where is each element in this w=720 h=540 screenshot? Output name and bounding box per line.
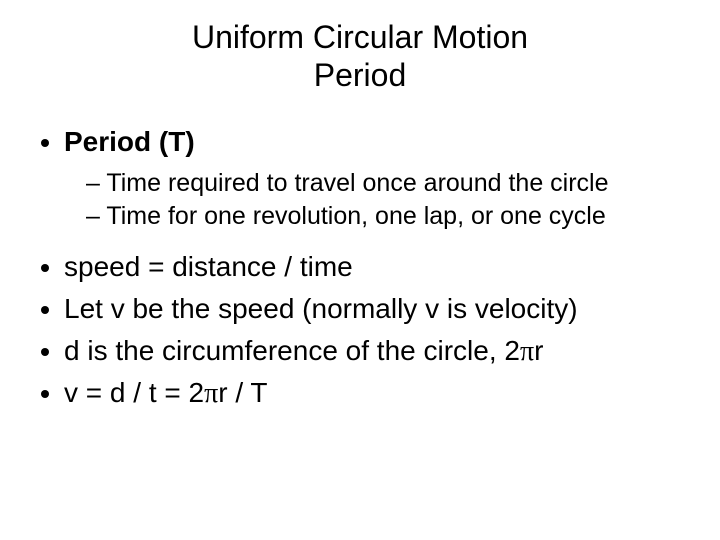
b5-post: r / T: [218, 377, 267, 408]
sub-bullet-def1: Time required to travel once around the …: [86, 167, 682, 201]
pi-symbol: π: [204, 378, 218, 409]
b4-post: r: [534, 335, 543, 366]
bullet-d-circumference: d is the circumference of the circle, 2π…: [64, 332, 682, 371]
b4-pre: d is the circumference of the circle, 2: [64, 335, 520, 366]
sub-bullet-def2: Time for one revolution, one lap, or one…: [86, 200, 682, 234]
bullet-period: Period (T) Time required to travel once …: [64, 123, 682, 234]
slide: Uniform Circular Motion Period Period (T…: [0, 0, 720, 540]
bullet-period-sublist: Time required to travel once around the …: [64, 167, 682, 235]
bullet-list: Period (T) Time required to travel once …: [38, 123, 682, 413]
b5-pre: v = d / t = 2: [64, 377, 204, 408]
bullet-let-v: Let v be the speed (normally v is veloci…: [64, 290, 682, 328]
bullet-speed-formula: speed = distance / time: [64, 248, 682, 286]
bullet-period-label: Period (T): [64, 126, 195, 157]
slide-title: Uniform Circular Motion Period: [38, 18, 682, 95]
bullet-v-equation: v = d / t = 2πr / T: [64, 374, 682, 413]
title-line-1: Uniform Circular Motion: [192, 19, 528, 55]
title-line-2: Period: [314, 57, 407, 93]
pi-symbol: π: [520, 336, 534, 367]
